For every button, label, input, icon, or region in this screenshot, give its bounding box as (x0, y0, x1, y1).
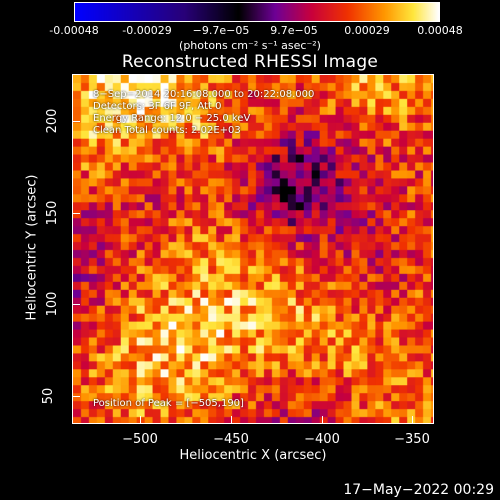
x-tick-mark (412, 416, 413, 424)
heatmap-canvas (73, 75, 433, 423)
colorbar-tick: 0.00048 (417, 24, 463, 37)
solar-image: 8−Sep−2014 20:16:08.000 to 20:22:08.000 … (72, 74, 434, 424)
info-time: 8−Sep−2014 20:16:08.000 to 20:22:08.000 (93, 89, 315, 100)
image-title: Reconstructed RHESSI Image (121, 52, 379, 72)
y-axis-label: Heliocentric Y (arcsec) (24, 174, 40, 321)
y-tick-label: 50 (40, 387, 56, 405)
colorbar-tick: 9.7e−05 (270, 24, 318, 37)
x-tick-mark (231, 416, 232, 424)
x-tick-label: −400 (304, 432, 340, 447)
info-clean: Clean Total counts: 2.02E+03 (93, 125, 241, 136)
y-tick-label: 200 (44, 108, 60, 134)
colorbar-tick: -0.00029 (122, 24, 172, 37)
colorbar-tick: 0.00029 (344, 24, 390, 37)
x-axis-label: Heliocentric X (arcsec) (179, 448, 327, 463)
x-tick-mark (322, 416, 323, 424)
y-tick-mark (72, 304, 80, 305)
colorbar-tick: -0.00048 (49, 24, 99, 37)
y-tick-label: 150 (44, 200, 60, 226)
y-tick-label: 100 (44, 291, 60, 317)
info-detectors: Detectors: 3F 6F 9F, Att 0 (93, 101, 222, 112)
timestamp: 17−May−2022 00:29 (343, 482, 494, 498)
info-peak: Position of Peak = [−505,190] (93, 398, 244, 409)
y-tick-mark (72, 213, 80, 214)
x-tick-label: −450 (213, 432, 249, 447)
info-energy: Energy Range: 12.0 − 25.0 keV (93, 113, 251, 124)
colorbar (74, 2, 440, 22)
colorbar-tick: −9.7e−05 (192, 24, 250, 37)
x-tick-mark (140, 416, 141, 424)
y-tick-mark (72, 396, 80, 397)
colorbar-units: (photons cm⁻² s⁻¹ asec⁻²) (179, 39, 321, 52)
x-tick-label: −350 (394, 432, 430, 447)
x-tick-label: −500 (122, 432, 158, 447)
y-tick-mark (72, 121, 80, 122)
